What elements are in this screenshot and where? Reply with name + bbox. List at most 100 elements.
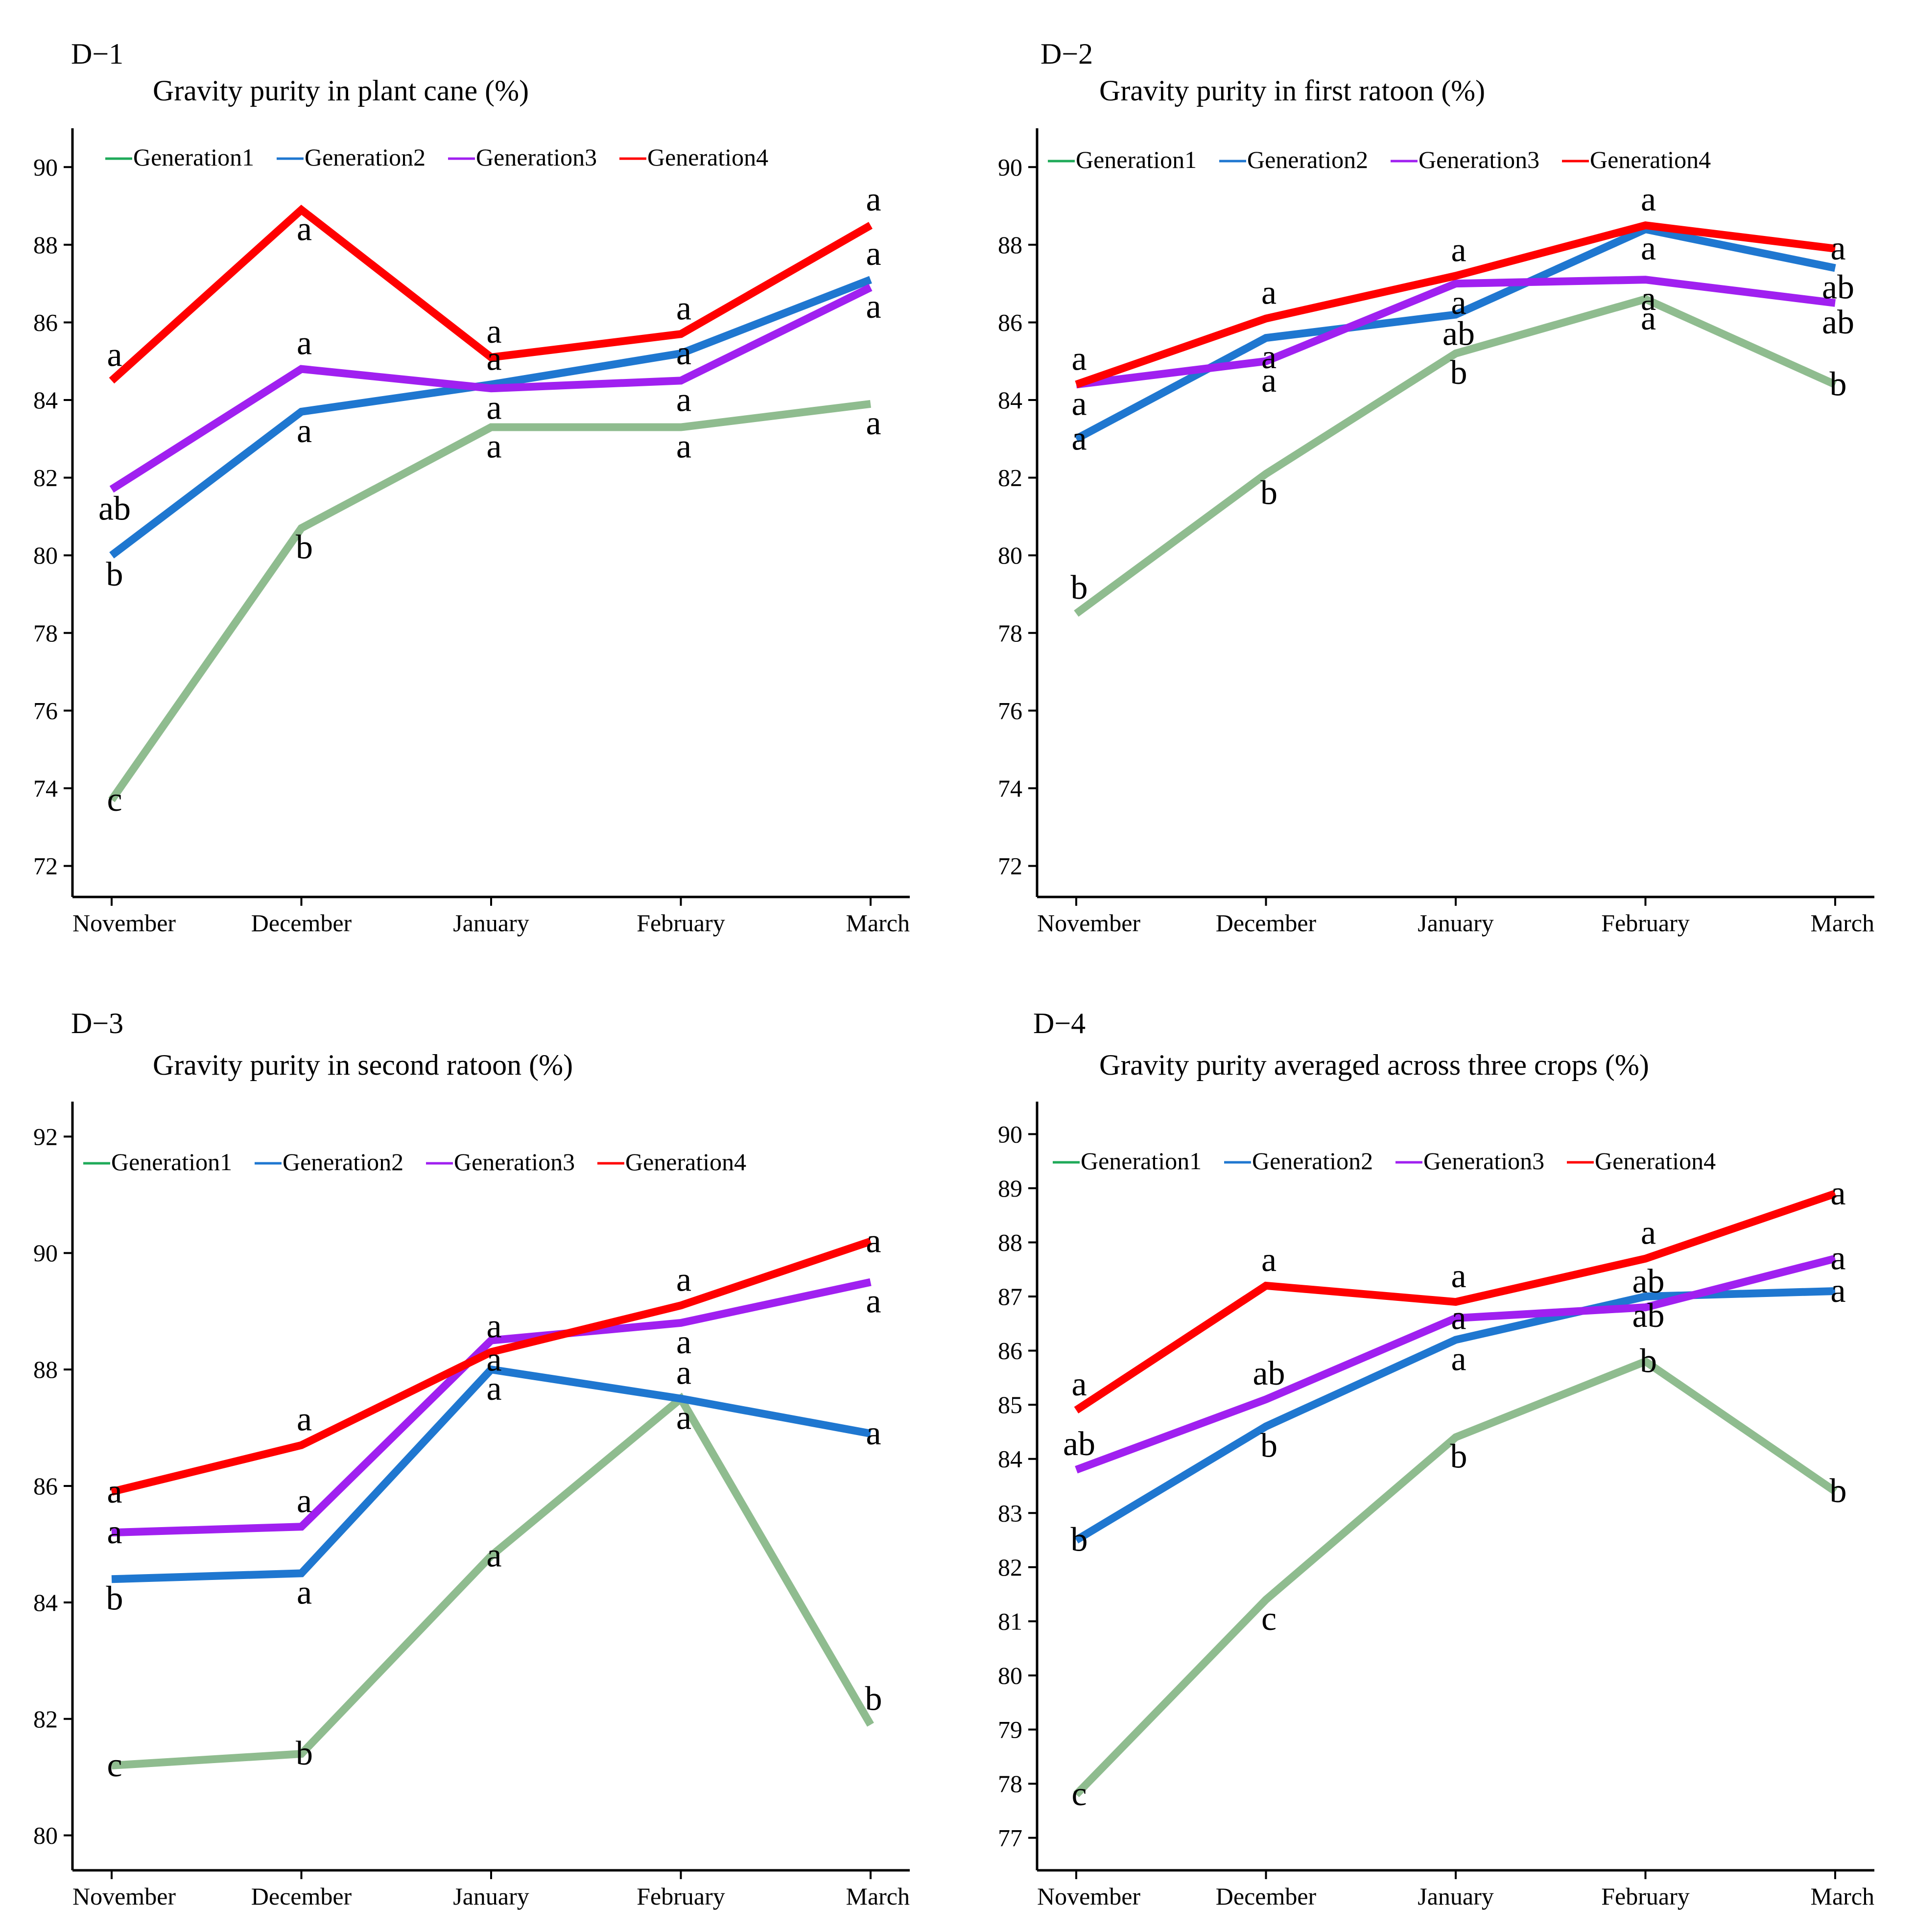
legend-label: Generation2 bbox=[1252, 1147, 1373, 1175]
significance-letter: a bbox=[1071, 1366, 1087, 1403]
x-tick-label: March bbox=[846, 1883, 910, 1910]
significance-letter: a bbox=[1641, 181, 1656, 218]
legend-label: Generation3 bbox=[454, 1148, 575, 1176]
significance-letter: a bbox=[1830, 1175, 1845, 1212]
significance-letter: b bbox=[1071, 569, 1088, 607]
y-tick-label: 82 bbox=[998, 1554, 1022, 1581]
significance-letter: b bbox=[1450, 1437, 1467, 1475]
significance-letter: a bbox=[297, 1482, 312, 1520]
significance-letter: a bbox=[297, 211, 312, 248]
y-tick-label: 82 bbox=[33, 464, 58, 492]
y-tick-label: 81 bbox=[998, 1607, 1022, 1635]
chart-title: Gravity purity in second ratoon (%) bbox=[153, 1049, 573, 1081]
y-tick-label: 90 bbox=[33, 153, 58, 181]
y-tick-label: 72 bbox=[33, 852, 58, 880]
significance-letter: a bbox=[1261, 274, 1277, 312]
significance-letter: b bbox=[296, 1735, 313, 1772]
legend-label: Generation3 bbox=[476, 143, 597, 171]
y-tick-label: 89 bbox=[998, 1175, 1022, 1202]
significance-letter: ab bbox=[1442, 315, 1475, 353]
legend-label: Generation4 bbox=[1595, 1147, 1716, 1175]
panel-d4: D−4 Gravity purity averaged across three… bbox=[998, 1007, 1874, 1910]
significance-letter: b bbox=[1830, 1472, 1847, 1510]
x-tick-label: January bbox=[1418, 1883, 1494, 1910]
significance-letter: a bbox=[676, 334, 691, 372]
plot-area: 77 78 79 80 81 82 83 84 85 86 87 88 89 90 November Dece… bbox=[998, 1102, 1874, 1910]
significance-letter: b bbox=[1640, 1343, 1657, 1380]
legend-label: Generation4 bbox=[625, 1148, 746, 1176]
series-line-generation3 bbox=[109, 283, 873, 493]
x-tick-label: December bbox=[1216, 909, 1317, 937]
panel-label: D−1 bbox=[71, 38, 123, 70]
plot-area: 72 74 76 78 80 82 84 86 88 90 November December Janu… bbox=[998, 128, 1874, 937]
x-tick-label: January bbox=[1418, 909, 1494, 937]
significance-letter: b bbox=[1260, 474, 1277, 512]
significance-letter: a bbox=[676, 381, 691, 419]
x-tick-label: December bbox=[251, 1883, 352, 1910]
significance-letter: c bbox=[107, 781, 122, 819]
y-tick-label: 84 bbox=[998, 1445, 1022, 1473]
x-tick-label: December bbox=[1216, 1883, 1317, 1910]
panel-d1: D−1 Gravity purity in plant cane (%) 72 7… bbox=[33, 38, 910, 937]
series-line-generation2 bbox=[111, 1365, 872, 1583]
significance-letter: a bbox=[486, 1537, 501, 1575]
significance-letter: a bbox=[486, 340, 501, 377]
y-tick-label: 78 bbox=[998, 619, 1022, 647]
x-tick-label: March bbox=[1811, 1883, 1875, 1910]
significance-letter: b bbox=[296, 529, 313, 566]
x-tick-label: February bbox=[637, 1883, 725, 1910]
series-line-generation4 bbox=[1074, 1190, 1837, 1414]
x-tick-label: March bbox=[1811, 909, 1875, 937]
significance-letter: a bbox=[676, 1261, 691, 1298]
legend-label: Generation3 bbox=[1419, 146, 1539, 173]
significance-letter: a bbox=[866, 181, 881, 218]
significance-letter: a bbox=[1451, 1340, 1466, 1378]
chart-title: Gravity purity in plant cane (%) bbox=[153, 74, 529, 107]
significance-letter: a bbox=[1830, 1272, 1845, 1310]
plot-area: 80 82 84 86 88 90 92 November December January Feb… bbox=[33, 1102, 910, 1910]
x-tick-label: February bbox=[1601, 1883, 1690, 1910]
significance-letter: a bbox=[1451, 1299, 1466, 1337]
significance-letter: ab bbox=[1063, 1425, 1095, 1463]
y-tick-label: 86 bbox=[998, 1337, 1022, 1365]
significance-letter: a bbox=[866, 235, 881, 273]
y-tick-label: 80 bbox=[33, 1822, 58, 1849]
significance-letter: ab bbox=[1632, 1263, 1664, 1300]
x-tick-label: February bbox=[1601, 909, 1690, 937]
y-tick-label: 90 bbox=[998, 1120, 1022, 1148]
series-line-generation1 bbox=[1073, 1357, 1838, 1797]
significance-letter: ab bbox=[1822, 304, 1854, 341]
panel-d3: D−3 Gravity purity in second ratoon (%) … bbox=[33, 1007, 910, 1910]
x-tick-label: November bbox=[1037, 1883, 1140, 1910]
significance-letter: a bbox=[297, 325, 312, 362]
y-tick-label: 74 bbox=[33, 775, 58, 802]
significance-letter: a bbox=[1071, 385, 1087, 423]
plot-area: 72 74 76 78 80 82 84 86 88 90 November December Janu… bbox=[33, 128, 910, 937]
y-tick-label: 79 bbox=[998, 1716, 1022, 1744]
x-tick-label: March bbox=[846, 909, 910, 937]
significance-letter: a bbox=[866, 1414, 881, 1452]
significance-letter: a bbox=[1830, 1240, 1845, 1277]
y-tick-label: 84 bbox=[33, 1589, 58, 1616]
x-tick-label: December bbox=[251, 909, 352, 937]
significance-letter: b bbox=[1450, 354, 1467, 392]
significance-letter: ab bbox=[1253, 1355, 1285, 1392]
y-tick-label: 88 bbox=[998, 1228, 1022, 1256]
panel-label: D−2 bbox=[1040, 38, 1093, 70]
significance-letter: a bbox=[1641, 230, 1656, 267]
series-line-generation3 bbox=[1076, 276, 1836, 389]
x-tick-label: November bbox=[72, 1883, 176, 1910]
series-line-generation4 bbox=[109, 205, 873, 384]
series-line-generation1 bbox=[1074, 295, 1837, 617]
series-line-generation3 bbox=[1075, 1254, 1836, 1474]
significance-letter: c bbox=[1261, 1600, 1277, 1638]
y-tick-label: 90 bbox=[998, 153, 1022, 181]
significance-letter: a bbox=[1641, 300, 1656, 337]
significance-letter: a bbox=[297, 1401, 312, 1438]
significance-letter: a bbox=[1451, 1257, 1466, 1295]
legend-label: Generation1 bbox=[111, 1148, 232, 1176]
legend-label: Generation1 bbox=[133, 143, 254, 171]
chart-title: Gravity purity averaged across three cro… bbox=[1099, 1049, 1649, 1081]
x-tick-label: November bbox=[72, 909, 176, 937]
